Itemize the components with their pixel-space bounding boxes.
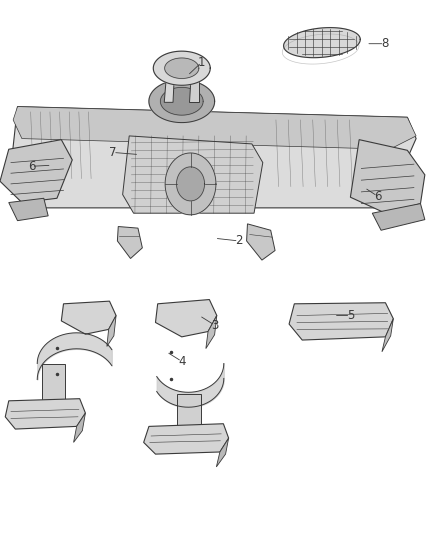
Polygon shape xyxy=(382,319,393,352)
Text: 6: 6 xyxy=(374,190,381,203)
Text: 1: 1 xyxy=(198,56,205,69)
Polygon shape xyxy=(149,80,215,123)
Text: 6: 6 xyxy=(28,160,35,173)
Polygon shape xyxy=(123,136,263,213)
Polygon shape xyxy=(247,224,275,260)
Polygon shape xyxy=(177,167,205,201)
Polygon shape xyxy=(177,394,201,426)
Text: 5: 5 xyxy=(347,309,354,322)
Polygon shape xyxy=(164,76,174,102)
Polygon shape xyxy=(350,140,425,213)
Text: 7: 7 xyxy=(109,146,117,159)
Polygon shape xyxy=(61,301,116,334)
Polygon shape xyxy=(289,303,393,340)
Polygon shape xyxy=(165,58,199,78)
Polygon shape xyxy=(206,316,217,349)
Polygon shape xyxy=(42,364,65,401)
Polygon shape xyxy=(189,69,199,102)
Polygon shape xyxy=(144,424,229,454)
Text: 2: 2 xyxy=(235,235,243,247)
Polygon shape xyxy=(74,413,85,442)
Polygon shape xyxy=(5,399,85,429)
Polygon shape xyxy=(9,198,48,221)
Polygon shape xyxy=(0,140,72,203)
Polygon shape xyxy=(13,107,416,149)
Polygon shape xyxy=(107,316,116,346)
Text: 3: 3 xyxy=(211,319,218,332)
Polygon shape xyxy=(153,51,210,85)
Polygon shape xyxy=(9,107,416,208)
Polygon shape xyxy=(284,28,360,58)
Polygon shape xyxy=(165,153,216,215)
Polygon shape xyxy=(160,87,203,115)
Polygon shape xyxy=(216,438,229,467)
Polygon shape xyxy=(372,204,425,230)
Text: 8: 8 xyxy=(381,37,388,50)
Polygon shape xyxy=(117,227,142,259)
Text: 4: 4 xyxy=(178,355,186,368)
Polygon shape xyxy=(155,300,217,337)
